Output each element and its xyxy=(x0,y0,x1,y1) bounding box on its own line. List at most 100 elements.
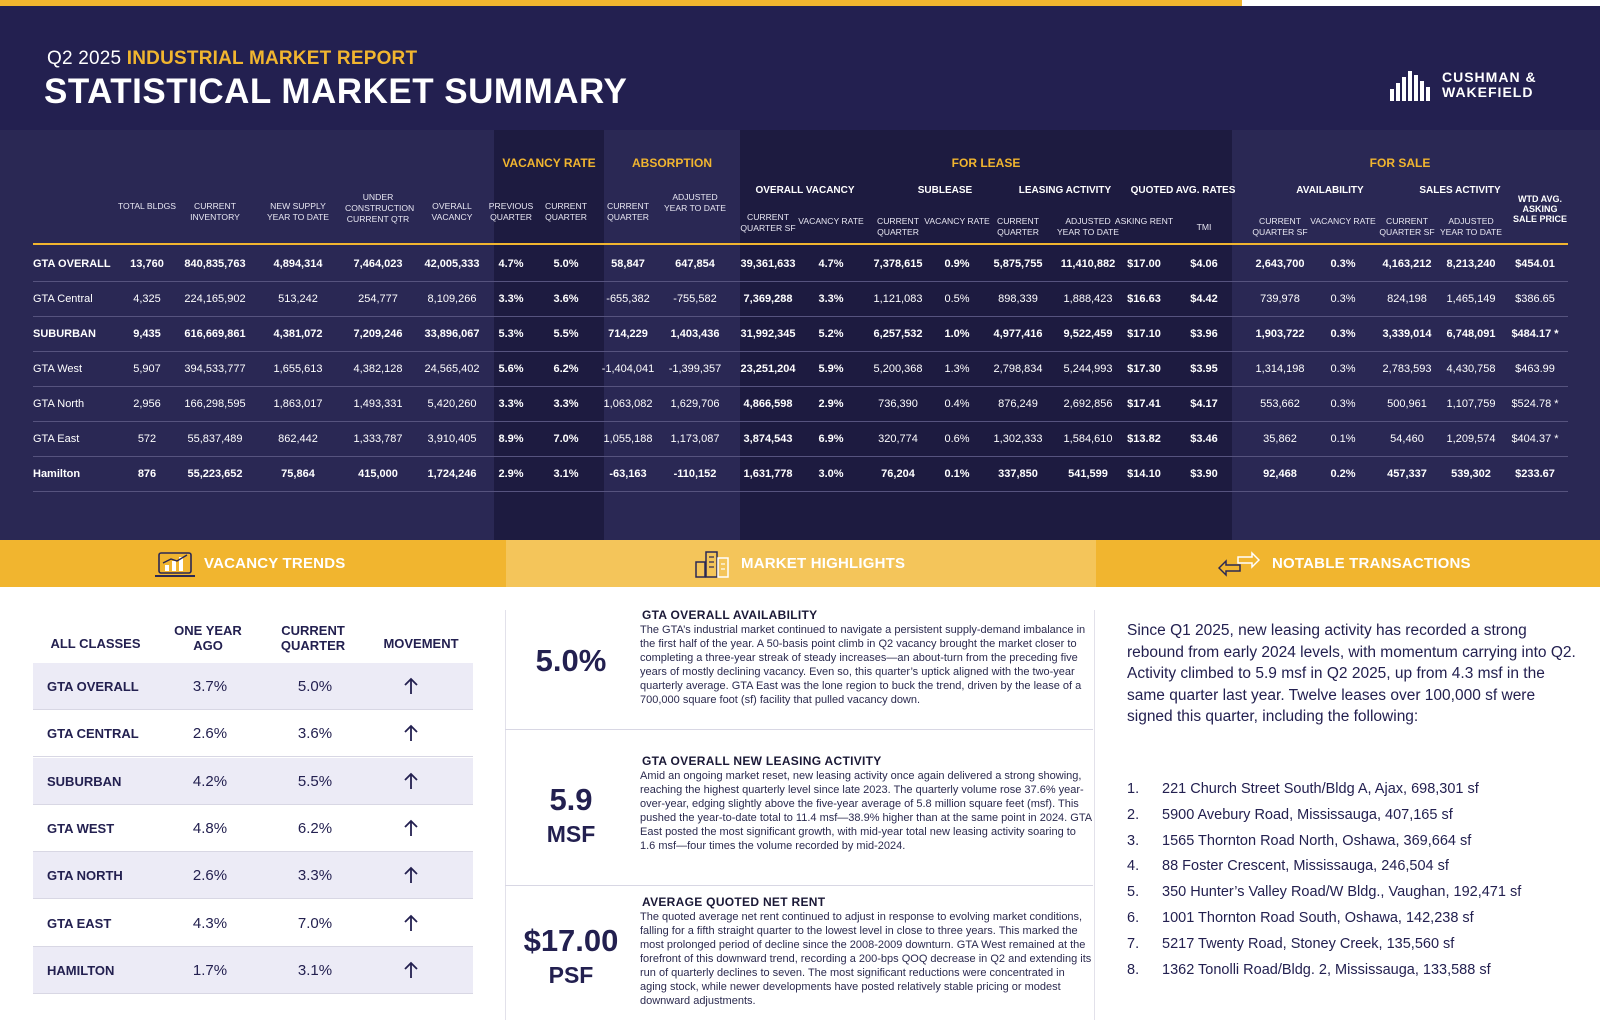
vt-current: 3.6% xyxy=(297,725,333,743)
highlight-availability: 5.0% GTA OVERALL AVAILABILITY The GTA’s … xyxy=(505,608,1093,728)
transactions-list: 1. 221 Church Street South/Bldg A, Ajax, … xyxy=(1127,777,1587,983)
subgroup-quoted-rates: QUOTED AVG. RATES xyxy=(1130,185,1236,196)
table-row: GTA Central 4,325 224,165,902 513,242 254,77… xyxy=(33,282,1568,317)
table-cell: 3.3% xyxy=(498,293,524,305)
highlight-leasing: 5.9 MSF GTA OVERALL NEW LEASING ACTIVITY… xyxy=(505,754,1093,884)
vt-year-ago: 3.7% xyxy=(192,678,228,695)
vt-current: 6.2% xyxy=(297,819,333,837)
vacancy-trend-row: SUBURBAN 4.2% 5.5% xyxy=(33,757,473,805)
table-cell: 5,420,260 xyxy=(427,398,477,410)
vt-market-name: GTA OVERALL xyxy=(47,679,139,694)
table-cell: 0.9% xyxy=(944,258,970,270)
table-cell: 2.9% xyxy=(498,468,524,480)
table-cell: 415,000 xyxy=(358,468,398,480)
table-cell: $454.01 xyxy=(1515,258,1555,270)
transaction-item: 3. 1565 Thornton Road North, Oshawa, 369,… xyxy=(1127,829,1587,855)
table-cell: 23,251,204 xyxy=(740,363,796,375)
table-cell: 166,298,595 xyxy=(184,398,246,410)
row-market-name: GTA Central xyxy=(33,293,93,305)
vt-market-name: SUBURBAN xyxy=(47,773,122,789)
table-cell: $4.17 xyxy=(1190,398,1218,410)
table-cell: 5.5% xyxy=(553,328,579,340)
arrow-up-icon xyxy=(404,772,418,789)
table-cell: 7,464,023 xyxy=(353,258,403,270)
subgroup-wtd-price: WTD AVG. ASKING SALE PRICE xyxy=(1512,194,1567,224)
table-cell: 1,631,778 xyxy=(743,468,793,480)
row-market-name: SUBURBAN xyxy=(33,328,96,340)
transaction-number: 1. xyxy=(1127,781,1140,797)
section-bar-vacancy xyxy=(0,540,506,587)
table-cell: 3,339,014 xyxy=(1382,328,1432,340)
table-cell: 4,866,598 xyxy=(743,398,793,410)
table-cell: 92,468 xyxy=(1263,468,1297,480)
table-cell: 553,662 xyxy=(1260,398,1300,410)
table-cell: 5,200,368 xyxy=(873,363,923,375)
table-cell: 7.0% xyxy=(553,433,579,445)
table-cell: 4,977,416 xyxy=(993,328,1043,340)
column-header: ASKING RENT xyxy=(1114,216,1174,226)
page-title: STATISTICAL MARKET SUMMARY xyxy=(44,72,628,111)
company-logo: CUSHMAN & WAKEFIELD xyxy=(1390,69,1537,101)
table-cell: 254,777 xyxy=(358,293,398,305)
vt-year-ago: 4.3% xyxy=(192,914,228,932)
table-row: GTA West 5,907 394,533,777 1,655,613 4,382,1… xyxy=(33,352,1568,387)
transaction-item: 8. 1362 Tonolli Road/Bldg. 2, Mississauga… xyxy=(1127,958,1587,984)
column-header: ADJUSTED YEAR TO DATE xyxy=(1056,216,1120,237)
highlight-divider-2 xyxy=(505,885,1093,886)
table-cell: 320,774 xyxy=(878,433,918,445)
column-header: NEW SUPPLY YEAR TO DATE xyxy=(266,201,330,222)
table-cell: 2,643,700 xyxy=(1255,258,1305,270)
vt-year-ago: 2.6% xyxy=(192,725,228,743)
table-cell: $233.67 xyxy=(1515,468,1555,480)
table-cell: 5.6% xyxy=(498,363,524,375)
table-cell: 2,692,856 xyxy=(1063,398,1113,410)
table-cell: 539,302 xyxy=(1451,468,1491,480)
table-row: GTA East 572 55,837,489 862,442 1,333,787 3,9… xyxy=(33,422,1568,457)
table-cell: 898,339 xyxy=(998,293,1038,305)
table-cell: 5.3% xyxy=(498,328,524,340)
highlight-rent-heading: AVERAGE QUOTED NET RENT xyxy=(642,895,826,909)
table-cell: 5,244,993 xyxy=(1063,363,1113,375)
vt-current: 5.5% xyxy=(297,772,333,790)
column-header: VACANCY RATE xyxy=(1310,216,1376,226)
transaction-text: 221 Church Street South/Bldg A, Ajax, 69… xyxy=(1162,781,1479,797)
subgroup-sales-activity: SALES ACTIVITY xyxy=(1419,185,1501,196)
vt-header-year-ago: ONE YEAR AGO xyxy=(174,623,242,653)
table-cell: -1,399,357 xyxy=(668,363,722,375)
table-cell: 42,005,333 xyxy=(424,258,480,270)
table-cell: 1.3% xyxy=(944,363,970,375)
table-row: Hamilton 876 55,223,652 75,864 415,000 1,724,… xyxy=(33,457,1568,492)
table-cell: 5,907 xyxy=(133,363,161,375)
subgroup-availability: AVAILABILITY xyxy=(1296,185,1364,196)
column-header: TMI xyxy=(1196,222,1212,232)
table-cell: $3.95 xyxy=(1190,363,1218,375)
table-cell: 2,783,593 xyxy=(1382,363,1432,375)
table-cell: $4.06 xyxy=(1190,258,1218,270)
table-cell: 4,382,128 xyxy=(353,363,403,375)
table-cell: 1,903,722 xyxy=(1255,328,1305,340)
table-cell: 0.2% xyxy=(1330,468,1356,480)
section-title-vacancy-trends: VACANCY TRENDS xyxy=(204,555,346,572)
report-period: Q2 2025 xyxy=(47,48,122,69)
for-lease-band xyxy=(740,130,1232,540)
subgroup-sublease: SUBLEASE xyxy=(917,185,973,196)
section-bar-transactions xyxy=(1096,540,1600,587)
transaction-number: 5. xyxy=(1127,884,1140,901)
transaction-text: 5217 Twenty Road, Stoney Creek, 135,560 … xyxy=(1162,935,1455,952)
logo-line-2: WAKEFIELD xyxy=(1442,84,1534,100)
table-cell: 1,465,149 xyxy=(1446,293,1496,305)
table-cell: 3,874,543 xyxy=(743,433,793,445)
table-cell: 500,961 xyxy=(1387,398,1427,410)
transaction-text: 350 Hunter’s Valley Road/W Bldg., Vaugha… xyxy=(1162,884,1522,901)
table-cell: 1,314,198 xyxy=(1255,363,1305,375)
highlight-availability-heading: GTA OVERALL AVAILABILITY xyxy=(642,608,818,622)
table-cell: 0.3% xyxy=(1330,293,1356,305)
column-divider-left xyxy=(505,610,506,1020)
report-kicker: Q2 2025 INDUSTRIAL MARKET REPORT xyxy=(47,48,417,70)
table-cell: $17.30 xyxy=(1127,363,1161,375)
table-cell: $17.00 xyxy=(1127,258,1161,270)
table-cell: 1,724,246 xyxy=(427,468,477,480)
row-market-name: GTA East xyxy=(33,433,80,445)
transaction-number: 2. xyxy=(1127,806,1140,823)
section-title-market-highlights: MARKET HIGHLIGHTS xyxy=(741,555,906,572)
